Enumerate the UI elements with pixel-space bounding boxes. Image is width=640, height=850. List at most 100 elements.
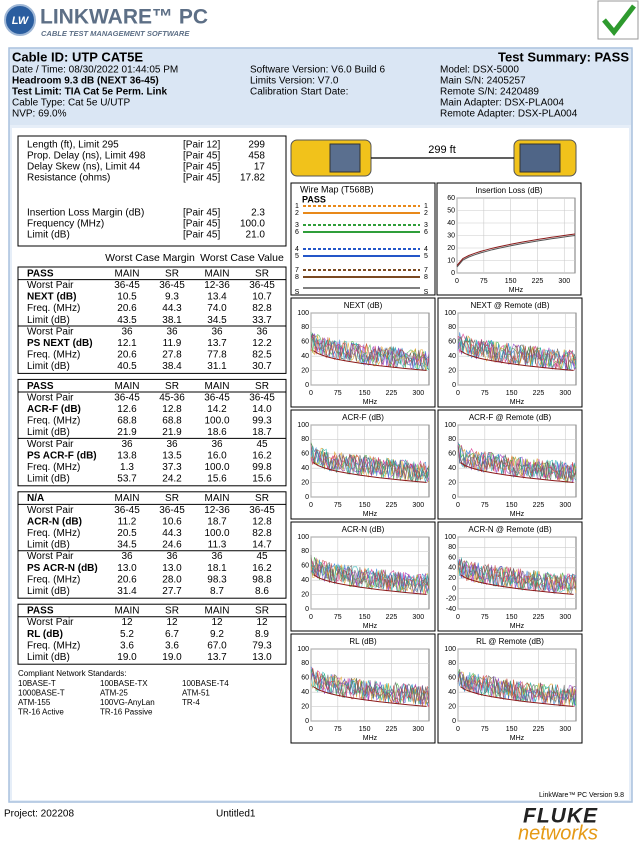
x-tick-label: 0: [456, 390, 460, 397]
trace: [310, 333, 430, 371]
y-tick-label: 60: [448, 451, 456, 458]
summary-label: Prop. Delay (ns), Limit 498: [27, 151, 146, 162]
cell: 11.3: [208, 540, 227, 551]
cell: 21.9: [162, 427, 182, 438]
cell: 19.0: [162, 652, 182, 663]
pin-right: 8: [424, 274, 428, 281]
cell: 13.7: [207, 652, 227, 663]
cell: 8.7: [210, 586, 224, 597]
cell: 79.3: [252, 640, 272, 651]
cell: 12-36: [204, 280, 230, 291]
standards-title: Compliant Network Standards:: [18, 669, 127, 678]
cell: 1.3: [120, 462, 134, 473]
y-tick-label: 60: [448, 339, 456, 346]
summary-value: 2.3: [251, 208, 265, 219]
y-tick-label: 100: [444, 534, 456, 541]
chart-title: RL @ Remote (dB): [476, 637, 544, 646]
cell: 36-45: [204, 392, 230, 403]
row-label: PS NEXT (dB): [27, 338, 93, 349]
cell: 12: [256, 617, 268, 628]
standard: 100BASE-T4: [182, 679, 229, 688]
trace: [457, 335, 577, 370]
logo-text: LINKWARE™ PC: [40, 6, 208, 29]
x-tick-label: 75: [481, 390, 489, 397]
row-label: Limit (dB): [27, 361, 70, 372]
y-tick-label: 60: [448, 554, 456, 561]
adapters: [290, 139, 577, 177]
x-axis-label: MHz: [509, 287, 524, 294]
test-summary: Test Summary: PASS: [498, 49, 629, 64]
cell: 98.8: [252, 574, 272, 585]
y-tick-label: 100: [444, 646, 456, 653]
limit-line: [460, 686, 574, 707]
summary-value: 299: [248, 140, 265, 151]
column-header: SR: [165, 381, 179, 392]
y-tick-label: 40: [301, 465, 309, 472]
y-tick-label: 40: [447, 220, 455, 227]
y-tick-label: 100: [444, 422, 456, 429]
trace: [457, 336, 577, 371]
cell: 82.5: [252, 350, 272, 361]
y-tick-label: 0: [452, 382, 456, 389]
column-header: MAIN: [115, 268, 140, 279]
pin-left: 6: [295, 229, 299, 236]
limit-line: [460, 462, 574, 483]
y-tick-label: 40: [301, 689, 309, 696]
chart-title: ACR-N (dB): [342, 525, 385, 534]
cell: 36-45: [114, 392, 140, 403]
length-label: 299 ft: [428, 144, 456, 156]
x-tick-label: 75: [334, 502, 342, 509]
project: Project: 202208: [4, 809, 74, 820]
row-label: Freq. (MHz): [27, 574, 80, 585]
cell: 13.0: [117, 563, 137, 574]
y-tick-label: 60: [447, 195, 455, 202]
x-tick-label: 300: [559, 614, 571, 621]
pass-check: [602, 4, 636, 36]
x-tick-label: 150: [359, 614, 371, 621]
cell: 43.5: [117, 315, 137, 326]
x-tick-label: 300: [559, 726, 571, 733]
summary-pair: [Pair 45]: [183, 208, 220, 219]
info-left: Cable Type: Cat 5e U/UTP: [12, 98, 131, 109]
info-right: Remote Adapter: DSX-PLA004: [440, 109, 578, 120]
x-tick-label: 0: [456, 614, 460, 621]
info-middle: Limits Version: V7.0: [250, 76, 339, 87]
cell: 45: [256, 551, 268, 562]
row-label: Worst Pair: [27, 617, 74, 628]
cell: 12.8: [162, 404, 182, 415]
x-tick-label: 225: [386, 726, 398, 733]
x-tick-label: 300: [412, 726, 424, 733]
x-tick-label: 0: [309, 614, 313, 621]
row-label: RL (dB): [27, 629, 63, 640]
x-tick-label: 225: [386, 502, 398, 509]
y-tick-label: 30: [447, 232, 455, 239]
standard: 100BASE-TX: [100, 679, 148, 688]
cell: 13.7: [207, 338, 227, 349]
cell: 27.7: [162, 586, 182, 597]
logo-mark: LW: [12, 15, 30, 27]
cell: 44.3: [162, 528, 182, 539]
pin-left: 5: [295, 253, 299, 260]
standard: ATM-25: [100, 689, 128, 698]
row-label: Freq. (MHz): [27, 528, 80, 539]
cell: 100.0: [204, 528, 229, 539]
x-tick-label: 0: [456, 726, 460, 733]
summary-pair: [Pair 45]: [183, 162, 220, 173]
y-tick-label: 20: [448, 703, 456, 710]
limit-line: [313, 686, 427, 707]
group-status: PASS: [27, 268, 54, 279]
summary-pair: [Pair 45]: [183, 173, 220, 184]
column-header: SR: [165, 268, 179, 279]
cell: 12: [211, 617, 223, 628]
cell: 74.0: [207, 303, 227, 314]
info-right: Main Adapter: DSX-PLA004: [440, 98, 564, 109]
cell: 12.6: [117, 404, 137, 415]
chart-title: NEXT (dB): [344, 301, 383, 310]
cell: 36: [121, 551, 133, 562]
x-tick-label: 225: [386, 614, 398, 621]
y-tick-label: -40: [446, 606, 456, 613]
chart-title: NEXT @ Remote (dB): [470, 301, 549, 310]
y-tick-label: 0: [451, 270, 455, 277]
cell: 28.0: [162, 574, 182, 585]
cell: 21.9: [117, 427, 137, 438]
